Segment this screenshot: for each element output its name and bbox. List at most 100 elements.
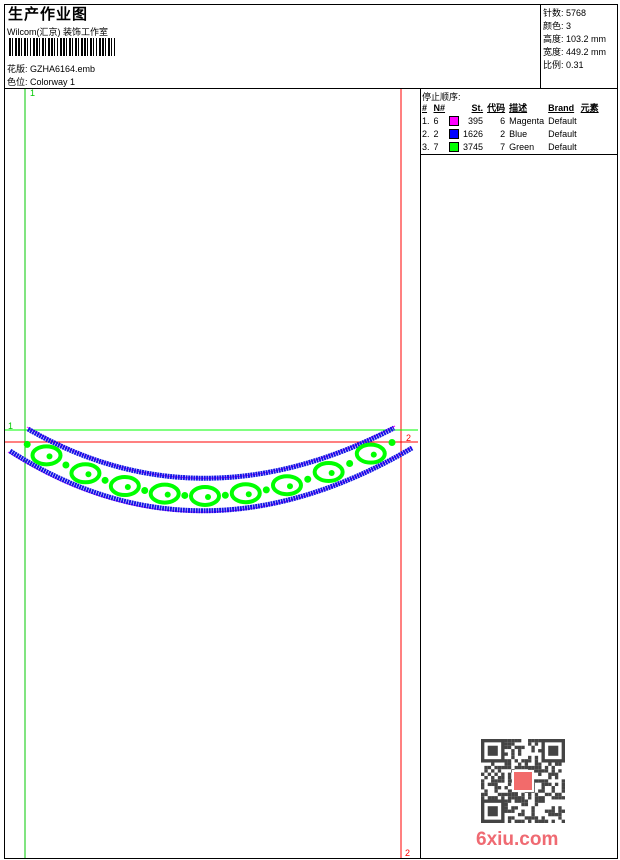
qr-module xyxy=(494,779,498,783)
qr-module xyxy=(534,765,539,770)
qr-module xyxy=(501,772,505,776)
qr-module xyxy=(507,779,512,783)
qr-module xyxy=(551,796,555,800)
qr-module xyxy=(554,796,559,800)
qr-module xyxy=(517,765,522,770)
qr-module xyxy=(521,799,525,803)
qr-module xyxy=(531,765,535,770)
green-motif xyxy=(101,476,109,484)
qr-module xyxy=(531,812,535,817)
qr-module xyxy=(551,772,555,776)
qr-module xyxy=(538,739,542,743)
qr-module xyxy=(551,819,555,823)
green-motif xyxy=(262,486,270,494)
qr-module xyxy=(501,792,505,797)
qr-module xyxy=(528,755,532,760)
design-width: 宽度: 449.2 mm xyxy=(543,47,607,57)
green-motif-center xyxy=(370,451,377,458)
qr-module xyxy=(494,796,498,800)
qr-module xyxy=(558,812,562,817)
qr-module xyxy=(497,769,502,773)
qr-module xyxy=(528,742,532,746)
col-brand: Brand xyxy=(548,102,575,113)
qr-module xyxy=(504,752,508,756)
col-index: # xyxy=(422,102,428,113)
qr-module xyxy=(521,792,525,797)
qr-module xyxy=(481,786,485,790)
qr-module xyxy=(494,782,498,787)
qr-module xyxy=(551,769,555,773)
qr-module xyxy=(517,819,522,823)
divider xyxy=(420,154,618,155)
green-motif xyxy=(221,491,229,499)
qr-module xyxy=(534,816,539,820)
row-brand: Default xyxy=(548,141,577,152)
qr-module xyxy=(561,789,565,793)
qr-module xyxy=(497,765,502,770)
stop-sequence-title: 停止顺序: xyxy=(422,92,461,102)
green-motif xyxy=(148,482,181,505)
row-brand: Default xyxy=(548,115,577,126)
qr-module xyxy=(507,762,512,766)
qr-module xyxy=(491,762,495,766)
qr-module xyxy=(504,792,508,797)
qr-module xyxy=(541,799,545,803)
qr-module xyxy=(514,759,518,763)
qr-module xyxy=(528,759,532,763)
qr-module xyxy=(554,812,559,817)
qr-module xyxy=(541,779,545,783)
qr-module xyxy=(534,769,539,773)
qr-module xyxy=(521,796,525,800)
row-needle: 7 xyxy=(433,141,439,152)
divider xyxy=(540,4,541,89)
green-motif xyxy=(304,475,312,483)
qr-module xyxy=(511,809,515,813)
page-frame xyxy=(4,4,618,859)
end-marker-bottom: 2 xyxy=(405,848,410,858)
row-description: Magenta xyxy=(509,115,545,126)
qr-module xyxy=(554,772,559,776)
qr-module xyxy=(541,816,545,820)
qr-module xyxy=(484,789,488,793)
colorway-value: Colorway 1 xyxy=(30,77,76,87)
qr-module xyxy=(544,792,549,797)
qr-module xyxy=(497,775,502,780)
green-motif xyxy=(229,482,262,505)
qr-module xyxy=(561,779,565,783)
qr-module xyxy=(514,799,518,803)
qr-module xyxy=(497,786,502,790)
qr-module xyxy=(521,759,525,763)
table-row: 3. 7 3745 7 Green Default xyxy=(421,140,602,153)
qr-module xyxy=(487,772,492,776)
green-motif xyxy=(141,486,149,494)
qr-module xyxy=(554,775,559,780)
qr-module xyxy=(528,796,532,800)
qr-module xyxy=(548,762,552,766)
qr-module xyxy=(517,739,522,743)
qr-module xyxy=(538,762,542,766)
qr-module xyxy=(548,809,552,813)
qr-module xyxy=(561,786,565,790)
qr-module xyxy=(487,765,492,770)
qr-module xyxy=(504,809,508,813)
qr-module xyxy=(524,816,529,820)
qr-module xyxy=(528,739,532,743)
qr-module xyxy=(511,816,515,820)
colorway-label: 色位: xyxy=(7,77,28,87)
qr-module xyxy=(531,749,535,753)
qr-module xyxy=(544,819,549,823)
row-needle: 6 xyxy=(433,115,439,126)
qr-module xyxy=(501,779,505,783)
qr-module xyxy=(561,819,565,823)
seal-logo xyxy=(512,770,534,792)
color-swatch xyxy=(449,115,460,126)
qr-module xyxy=(484,765,488,770)
qr-module xyxy=(494,765,498,770)
qr-module xyxy=(521,765,525,770)
green-motif-center xyxy=(124,484,131,491)
qr-module xyxy=(514,819,518,823)
qr-module xyxy=(504,799,508,803)
qr-module xyxy=(517,745,522,750)
qr-module xyxy=(534,759,539,763)
